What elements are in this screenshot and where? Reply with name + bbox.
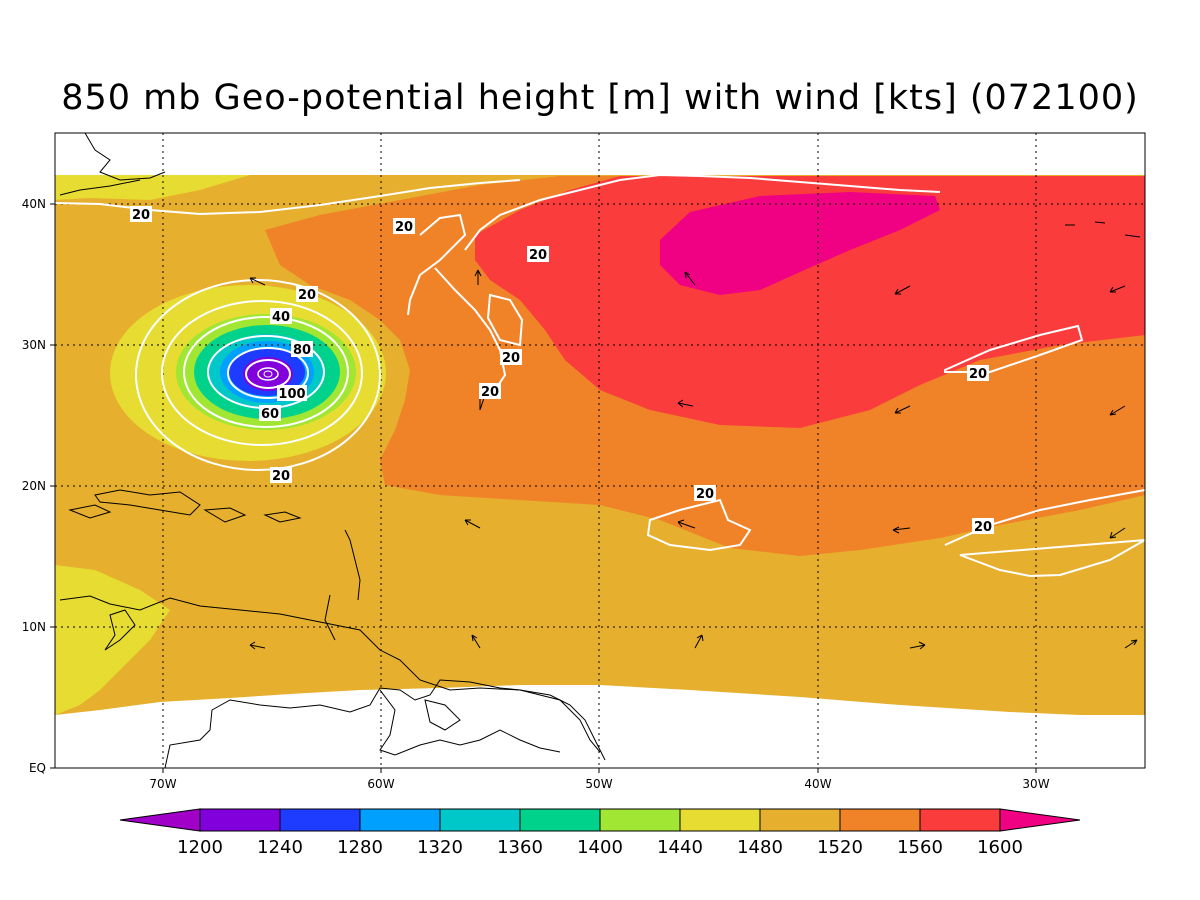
contour-label-20: 20 [969,367,987,382]
contour-label-20: 20 [298,288,316,303]
lon-label-60w: 60W [367,777,394,791]
contour-label-20: 20 [272,469,290,484]
lat-label-30n: 30N [22,338,46,352]
colorbar-swatch [679,808,761,832]
latitude-labels: 40N 30N 20N 10N EQ [22,197,46,775]
contour-label-20: 20 [132,208,150,223]
map-plot-area: 20 20 20 20 40 80 100 60 20 20 20 20 20 [55,133,1145,768]
colorbar-underflow-triangle [119,808,201,832]
height-region-1480-west [55,565,170,715]
lat-label-10n: 10N [22,620,46,634]
lon-label-70w: 70W [149,777,176,791]
low-ring-1240 [243,357,293,391]
lat-label-20n: 20N [22,479,46,493]
colorbar-swatch [839,808,921,832]
axis-ticks [50,203,1037,773]
height-region-1600 [475,176,1145,428]
lat-label-eq: EQ [29,761,46,775]
contour-labels: 20 20 20 20 40 80 100 60 20 20 20 20 20 [130,206,994,535]
colorbar-tick-label: 1600 [977,837,1023,858]
graticule [55,133,1145,768]
colorbar-tick-label: 1520 [817,837,863,858]
colorbar-swatch [279,808,361,832]
colorbar-swatch [439,808,521,832]
colorbar-overflow-triangle [999,808,1081,832]
contour-label-60: 60 [261,407,279,422]
map-title: 850 mb Geo-potential height [m] with win… [61,78,1139,118]
colorbar-tick-label: 1560 [897,837,943,858]
lon-label-50w: 50W [585,777,612,791]
wind-contours [55,173,1145,578]
coastlines [59,133,606,768]
contour-label-20: 20 [481,385,499,400]
contour-label-40: 40 [272,310,290,325]
colorbar-tick-label: 1480 [737,837,783,858]
lon-label-40w: 40W [804,777,831,791]
lon-label-30w: 30W [1022,777,1049,791]
contour-label-20: 20 [529,248,547,263]
colorbar-tick-label: 1200 [177,837,223,858]
colorbar-swatch [199,808,281,832]
contour-label-20: 20 [395,220,413,235]
colorbar-tick-label: 1280 [337,837,383,858]
contour-label-20: 20 [974,520,992,535]
colorbar-swatch [519,808,601,832]
colorbar-tick-label: 1240 [257,837,303,858]
colorbar-swatch [759,808,841,832]
contour-label-20: 20 [696,487,714,502]
plot-frame [54,132,1146,769]
colorbar-tick-label: 1320 [417,837,463,858]
longitude-labels: 70W 60W 50W 40W 30W [149,777,1049,791]
contour-label-80: 80 [293,343,311,358]
wind-vectors [249,221,1141,650]
colorbar-tick-label: 1360 [497,837,543,858]
colorbar-swatch [599,808,681,832]
height-region-1640 [660,192,940,295]
height-region-1480-north [55,175,250,200]
colorbar-swatch [919,808,1001,832]
colorbar-tick-label: 1400 [577,837,623,858]
contour-label-20: 20 [502,351,520,366]
contour-label-100: 100 [278,387,305,402]
colorbar: 1200 1240 1280 1320 1360 1400 1440 1480 1520 1560… [119,808,1081,858]
colorbar-tick-label: 1440 [657,837,703,858]
lat-label-40n: 40N [22,197,46,211]
colorbar-swatch [359,808,441,832]
